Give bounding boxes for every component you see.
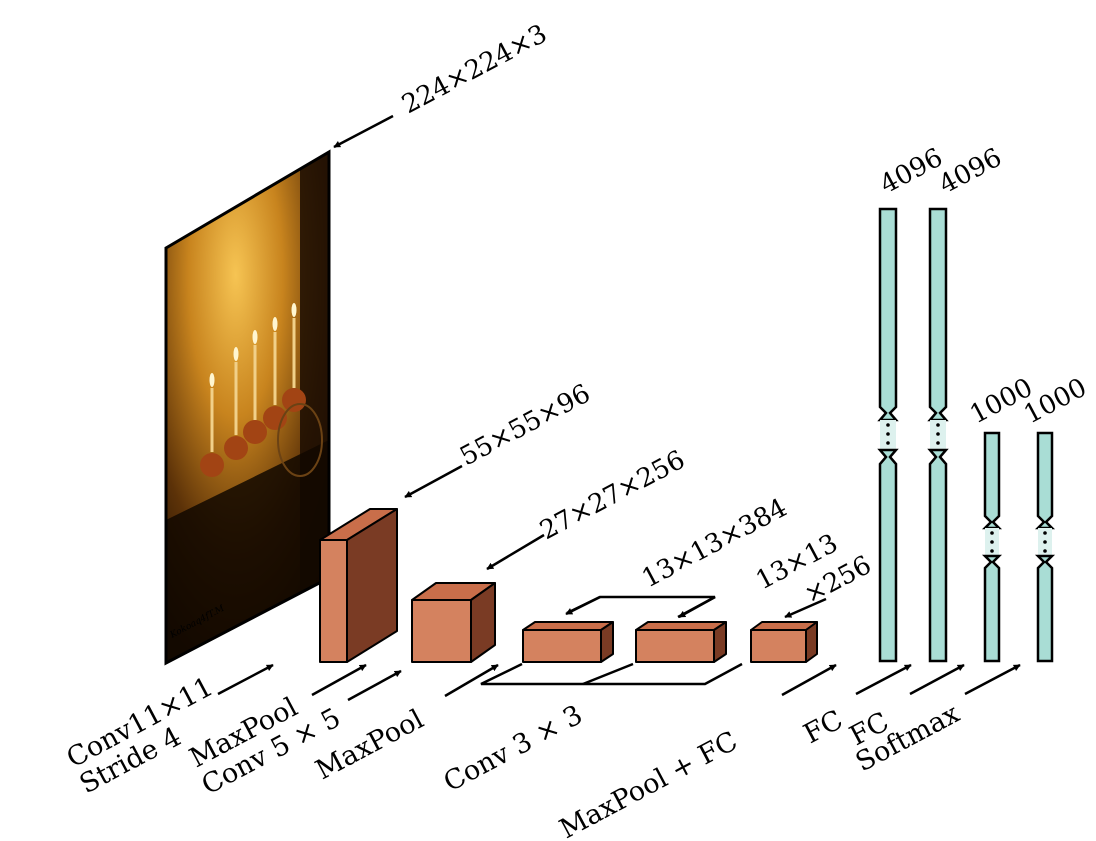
operation-labels: Conv11×11 Stride 4 MaxPool Conv 5 × 5 Ma… — [62, 671, 965, 841]
operation-arrows — [217, 663, 1021, 702]
conv1-dims-label: 55×55×96 — [455, 379, 595, 473]
fc8-bar — [981, 431, 1003, 663]
candles-graphic — [200, 303, 323, 477]
conv2-dims-label: 27×27×256 — [535, 445, 690, 546]
dimension-pointers — [333, 114, 827, 619]
fc6-bar — [877, 207, 899, 663]
conv1-block — [319, 508, 398, 663]
fc-label-1: FC — [799, 704, 848, 750]
maxpool-fc-label: MaxPool + FC — [555, 726, 743, 841]
fc7-dims-label: 4096 — [934, 143, 1007, 201]
softmax-bar — [1034, 431, 1056, 663]
softmax-dims-label: 1000 — [1019, 373, 1092, 431]
conv3x3-label: Conv 3 × 3 — [439, 699, 588, 798]
fc7-bar — [927, 207, 949, 663]
conv3x3-brackets — [480, 595, 743, 686]
conv5-block — [750, 621, 818, 663]
input-dims-label: 224×224×3 — [397, 19, 552, 120]
input-image: Kokoaq4fT.M — [164, 149, 331, 666]
dimension-labels: 224×224×3 55×55×96 27×27×256 13×13×384 1… — [397, 19, 1092, 610]
conv2-block — [411, 582, 496, 663]
conv4-block — [635, 621, 727, 663]
conv3-block — [522, 621, 614, 663]
